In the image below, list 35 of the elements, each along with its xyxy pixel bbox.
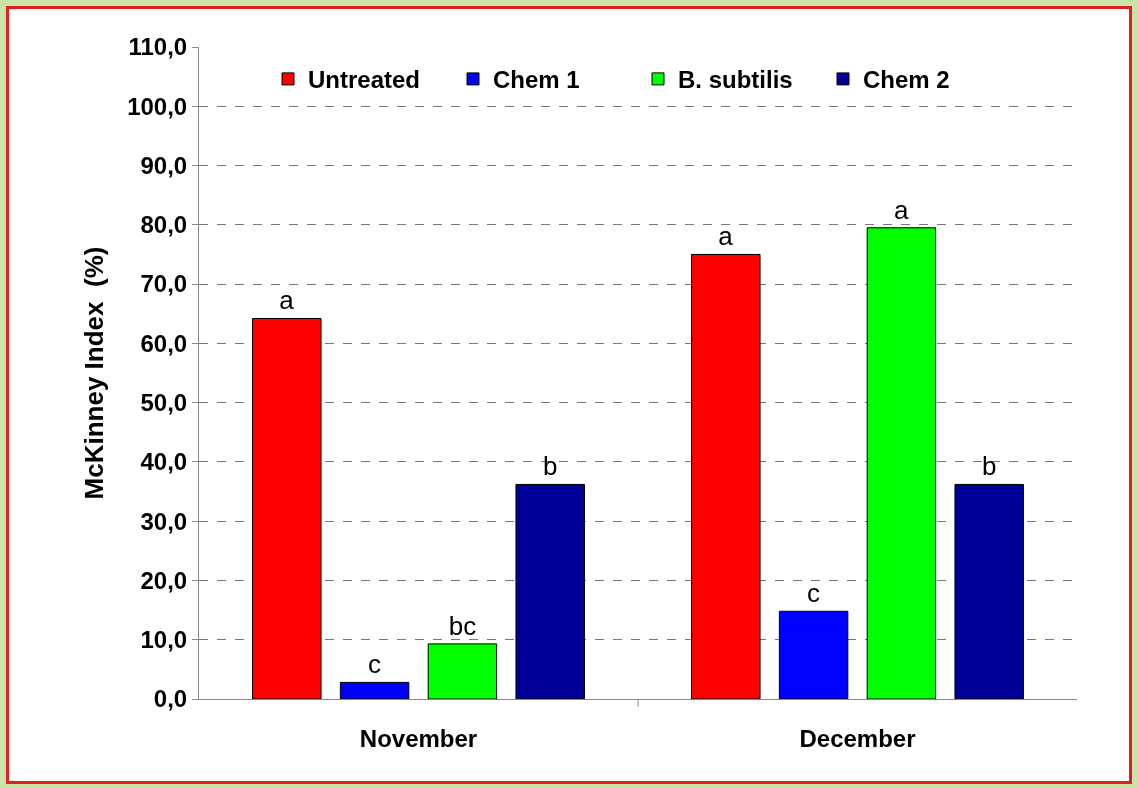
y-tick-label: 10,0 bbox=[140, 626, 188, 654]
data-label: a bbox=[893, 194, 909, 225]
y-axis-title: McKinney Index (%) bbox=[78, 246, 109, 500]
y-tick-label: 100,0 bbox=[127, 92, 188, 120]
data-label: b bbox=[542, 451, 558, 482]
y-tick-label: 70,0 bbox=[140, 270, 188, 298]
y-tick-label: 40,0 bbox=[140, 448, 188, 476]
data-label: c bbox=[368, 649, 382, 680]
y-tick-label: 30,0 bbox=[140, 507, 188, 535]
y-tick-label: 90,0 bbox=[140, 151, 188, 179]
bar bbox=[778, 610, 849, 699]
bar bbox=[515, 483, 585, 699]
data-label: a bbox=[279, 285, 295, 316]
y-tick-label: 20,0 bbox=[140, 566, 188, 594]
bar bbox=[954, 483, 1024, 699]
y-tick-label: 60,0 bbox=[140, 329, 188, 357]
data-label: b bbox=[981, 451, 997, 482]
y-tick-label: 50,0 bbox=[140, 389, 188, 417]
bar bbox=[866, 227, 937, 699]
y-tick-label: 0,0 bbox=[153, 685, 188, 713]
bar bbox=[339, 681, 410, 699]
y-tick-label: 80,0 bbox=[140, 211, 188, 239]
bar bbox=[427, 643, 498, 699]
y-tick-label: 110,0 bbox=[128, 33, 188, 61]
legend-label: Untreated bbox=[308, 66, 421, 94]
x-tick-label: November bbox=[359, 724, 478, 752]
legend-label: B. subtilis bbox=[678, 66, 793, 94]
data-label: bc bbox=[448, 610, 477, 641]
bar bbox=[252, 317, 322, 699]
legend-label: Chem 1 bbox=[493, 66, 580, 94]
data-label: a bbox=[718, 221, 734, 252]
data-label: c bbox=[807, 578, 821, 609]
x-tick-label: December bbox=[799, 724, 916, 752]
bar bbox=[691, 253, 761, 699]
legend-label: Chem 2 bbox=[863, 66, 950, 94]
